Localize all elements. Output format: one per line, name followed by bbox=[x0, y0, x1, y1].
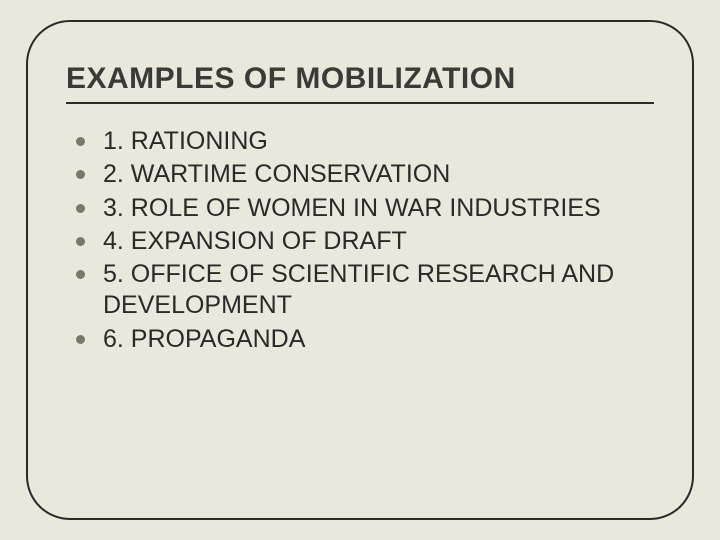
slide-content: EXAMPLES OF MOBILIZATION 1. RATIONING 2.… bbox=[28, 22, 692, 387]
list-item: 1. RATIONING bbox=[76, 126, 654, 157]
list-item: 5. OFFICE OF SCIENTIFIC RESEARCH AND DEV… bbox=[76, 259, 654, 322]
list-item-text: 3. ROLE OF WOMEN IN WAR INDUSTRIES bbox=[103, 193, 654, 224]
bullet-icon bbox=[76, 137, 85, 146]
list-item-text: 6. PROPAGANDA bbox=[103, 324, 654, 355]
bullet-icon bbox=[76, 270, 85, 279]
bullet-icon bbox=[76, 237, 85, 246]
list-item: 2. WARTIME CONSERVATION bbox=[76, 159, 654, 190]
list-item: 4. EXPANSION OF DRAFT bbox=[76, 226, 654, 257]
bullet-icon bbox=[76, 170, 85, 179]
list-item-text: 1. RATIONING bbox=[103, 126, 654, 157]
slide-title: EXAMPLES OF MOBILIZATION bbox=[66, 62, 654, 104]
slide-frame: EXAMPLES OF MOBILIZATION 1. RATIONING 2.… bbox=[26, 20, 694, 520]
list-item-text: 5. OFFICE OF SCIENTIFIC RESEARCH AND DEV… bbox=[103, 259, 654, 322]
list-item-text: 2. WARTIME CONSERVATION bbox=[103, 159, 654, 190]
list-item: 6. PROPAGANDA bbox=[76, 324, 654, 355]
bullet-list: 1. RATIONING 2. WARTIME CONSERVATION 3. … bbox=[66, 126, 654, 355]
list-item-text: 4. EXPANSION OF DRAFT bbox=[103, 226, 654, 257]
bullet-icon bbox=[76, 204, 85, 213]
bullet-icon bbox=[76, 335, 85, 344]
list-item: 3. ROLE OF WOMEN IN WAR INDUSTRIES bbox=[76, 193, 654, 224]
